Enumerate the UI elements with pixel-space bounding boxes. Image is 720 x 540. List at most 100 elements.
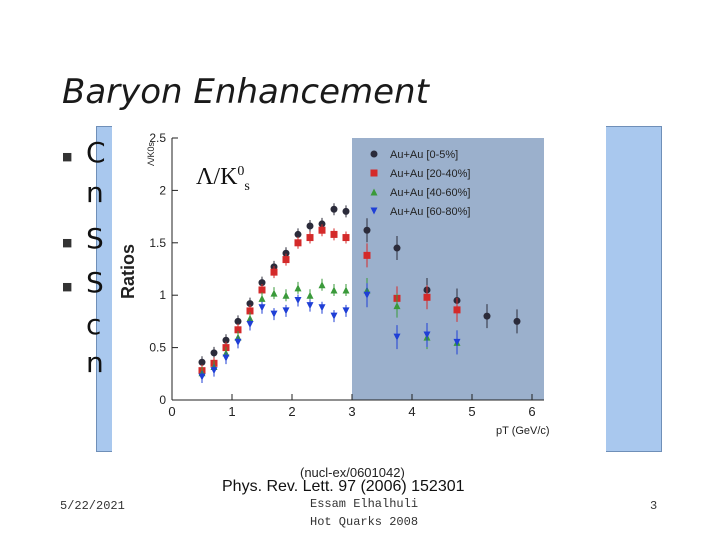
x-tick-label: 5	[468, 404, 475, 419]
data-point	[370, 169, 378, 177]
data-point	[306, 222, 314, 230]
data-point	[246, 307, 254, 315]
y-axis-label: Ratios	[118, 244, 138, 299]
y-tick-label: 2.5	[149, 131, 166, 145]
data-point	[453, 306, 461, 314]
data-point	[423, 293, 431, 301]
data-point	[330, 286, 338, 294]
data-point	[270, 289, 278, 297]
chart-annotation: Λ/K0s	[196, 164, 250, 194]
slide-title: Baryon Enhancement	[62, 72, 429, 112]
x-tick-label: 2	[288, 404, 295, 419]
data-point	[210, 367, 218, 375]
data-point	[246, 314, 254, 322]
data-point	[270, 310, 278, 318]
reference-journal: Phys. Rev. Lett. 97 (2006) 152301	[222, 478, 465, 495]
legend-entry: Au+Au [0-5%]	[390, 149, 458, 161]
bullet-marker: ■	[62, 280, 73, 293]
data-point	[363, 251, 371, 259]
y-tick-label: 0	[159, 393, 166, 407]
x-tick-label: 3	[348, 404, 355, 419]
data-point	[318, 281, 326, 289]
data-point	[393, 244, 401, 252]
data-point	[294, 239, 302, 247]
data-point	[282, 307, 290, 315]
bullet-marker: ■	[62, 150, 73, 163]
data-point	[234, 338, 242, 346]
data-point	[306, 234, 314, 242]
data-point	[294, 284, 302, 292]
bullet-text: S	[86, 222, 104, 255]
data-point	[258, 294, 266, 302]
data-point	[246, 300, 254, 308]
data-point	[330, 205, 338, 213]
bullet-text: n	[86, 346, 104, 379]
bullet-marker: ■	[62, 236, 73, 249]
data-point	[370, 188, 378, 196]
reference-arxiv: (nucl-ex/0601042)	[300, 465, 405, 480]
data-point	[270, 268, 278, 276]
data-point	[363, 291, 371, 299]
data-point	[483, 312, 491, 320]
data-point	[363, 226, 371, 234]
y-tick-label: 0.5	[149, 341, 166, 355]
legend-entry: Au+Au [20-40%]	[390, 168, 470, 180]
data-point	[318, 220, 326, 228]
data-point	[342, 207, 350, 215]
data-point	[294, 230, 302, 238]
y-tick-label: 1	[159, 288, 166, 302]
data-point	[198, 373, 206, 381]
y-tick-label: 2	[159, 183, 166, 197]
footer-event: Hot Quarks 2008	[310, 515, 419, 529]
footer-author: Essam Elhalhuli	[310, 497, 419, 511]
data-point	[306, 291, 314, 299]
x-axis-label: pT (GeV/c)	[496, 425, 550, 437]
series-0	[198, 203, 521, 369]
data-point	[234, 317, 242, 325]
data-point	[330, 230, 338, 238]
x-tick-label: 1	[228, 404, 235, 419]
data-point	[342, 286, 350, 294]
data-point	[222, 354, 230, 362]
bullet-text: n	[86, 176, 104, 209]
x-tick-label: 6	[528, 404, 535, 419]
data-point	[423, 331, 431, 339]
legend-entry: Au+Au [40-60%]	[390, 187, 470, 199]
data-point	[342, 307, 350, 315]
y-tick-label: 1.5	[149, 236, 166, 250]
data-point	[513, 317, 521, 325]
x-tick-label: 0	[168, 404, 175, 419]
data-point	[294, 296, 302, 304]
data-point	[282, 249, 290, 257]
data-point	[306, 302, 314, 310]
data-point	[370, 150, 378, 158]
data-point	[258, 286, 266, 294]
data-point	[282, 291, 290, 299]
data-point	[234, 326, 242, 334]
data-point	[210, 349, 218, 357]
data-point	[342, 234, 350, 242]
data-point	[453, 338, 461, 346]
data-point	[222, 336, 230, 344]
bullet-text: C	[86, 136, 106, 169]
chart-figure: 0 1 2 3 4 5 6 0 0.5 1 1.5 2 2.5 pT (GeV/c) Ratios Λ/K0s…	[112, 126, 606, 456]
legend-entry: Au+Au [60-80%]	[390, 206, 470, 218]
data-point	[370, 207, 378, 215]
data-point	[318, 226, 326, 234]
bullet-text: c	[86, 308, 102, 341]
data-point	[330, 312, 338, 320]
footer-page-number: 3	[650, 499, 658, 513]
footer-date: 5/22/2021	[60, 499, 125, 513]
data-point	[282, 256, 290, 264]
data-point	[393, 302, 401, 310]
bullet-text: S	[86, 266, 104, 299]
data-point	[258, 279, 266, 287]
x-tick-label: 4	[408, 404, 415, 419]
data-point	[393, 333, 401, 341]
data-point	[198, 358, 206, 366]
data-point	[318, 304, 326, 312]
shaded-region	[352, 138, 544, 400]
data-point	[246, 321, 254, 329]
chart-svg: 0 1 2 3 4 5 6 0 0.5 1 1.5 2 2.5 pT (GeV/c) Ratios Λ/K0s…	[118, 131, 550, 437]
series-3	[198, 283, 461, 383]
